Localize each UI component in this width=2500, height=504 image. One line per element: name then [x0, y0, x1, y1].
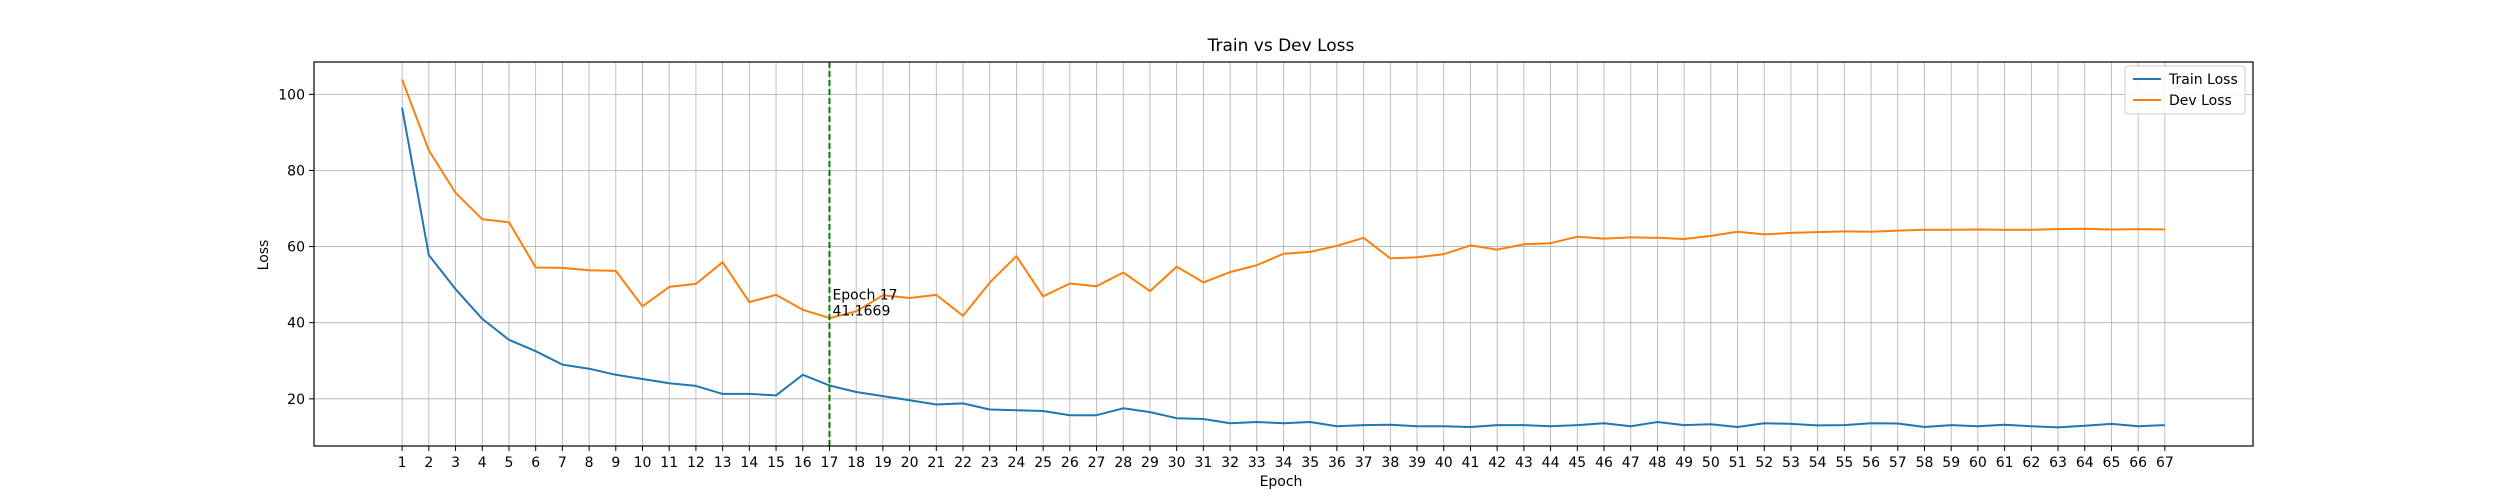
y-tick-label: 20: [287, 392, 305, 408]
train-loss-line: [401, 107, 2165, 429]
x-tick-label: 29: [1141, 455, 1159, 471]
x-tick-label: 60: [1969, 455, 1987, 471]
series-layer: [401, 79, 2165, 429]
x-tick-label: 12: [687, 455, 705, 471]
x-tick-label: 47: [1622, 455, 1640, 471]
x-tick-label: 17: [821, 455, 839, 471]
x-tick-label: 4: [478, 455, 487, 471]
chart-title: Train vs Dev Loss: [1207, 36, 1355, 56]
x-tick-label: 39: [1408, 455, 1426, 471]
x-tick-label: 9: [611, 455, 620, 471]
x-tick-label: 6: [531, 455, 540, 471]
x-tick-label: 25: [1034, 455, 1052, 471]
x-tick-label: 62: [2022, 455, 2040, 471]
x-tick-label: 31: [1194, 455, 1212, 471]
grid-layer: [314, 62, 2253, 446]
x-tick-label: 5: [505, 455, 514, 471]
x-tick-label: 14: [740, 455, 758, 471]
x-tick-label: 2: [424, 455, 433, 471]
x-tick-label: 37: [1355, 455, 1373, 471]
annotation-label-value: 41.1669: [832, 303, 890, 319]
x-tick-label: 67: [2156, 455, 2174, 471]
x-tick-label: 54: [1809, 455, 1827, 471]
x-tick-label: 13: [714, 455, 732, 471]
x-tick-label: 44: [1542, 455, 1560, 471]
x-tick-label: 65: [2103, 455, 2121, 471]
annotation-label-epoch: Epoch 17: [832, 287, 897, 303]
x-tick-label: 35: [1301, 455, 1319, 471]
y-axis-label: Loss: [256, 240, 272, 271]
x-tick-label: 33: [1248, 455, 1266, 471]
x-axis-label: Epoch: [1260, 474, 1303, 490]
x-tick-label: 43: [1515, 455, 1533, 471]
x-tick-label: 49: [1675, 455, 1693, 471]
x-tick-label: 42: [1488, 455, 1506, 471]
x-tick-label: 19: [874, 455, 892, 471]
legend-label-dev: Dev Loss: [2169, 93, 2232, 109]
x-tick-label: 46: [1595, 455, 1613, 471]
x-tick-label: 1: [398, 455, 407, 471]
x-tick-label: 21: [927, 455, 945, 471]
x-tick-label: 41: [1462, 455, 1480, 471]
x-tick-label: 40: [1435, 455, 1453, 471]
x-tick-label: 38: [1381, 455, 1399, 471]
x-tick-label: 45: [1568, 455, 1586, 471]
y-axis-ticks: 20 40 60 80 100: [278, 87, 314, 408]
x-tick-label: 8: [585, 455, 594, 471]
x-tick-label: 61: [1996, 455, 2014, 471]
x-tick-label: 63: [2049, 455, 2067, 471]
x-axis-ticks: 1 2 3 4 5 6 7 8 9 10 11 12 13 14 15 16 17 18 19 20 21 22 23 24 2…: [398, 446, 2174, 471]
x-tick-label: 26: [1061, 455, 1079, 471]
x-tick-label: 30: [1168, 455, 1186, 471]
x-tick-label: 66: [2129, 455, 2147, 471]
x-tick-label: 15: [767, 455, 785, 471]
x-tick-label: 55: [1835, 455, 1853, 471]
x-tick-label: 64: [2076, 455, 2094, 471]
legend: Train Loss Dev Loss: [2124, 65, 2246, 115]
x-tick-label: 23: [981, 455, 999, 471]
x-tick-label: 32: [1221, 455, 1239, 471]
x-tick-label: 52: [1755, 455, 1773, 471]
x-tick-label: 7: [558, 455, 567, 471]
dev-loss-line: [401, 79, 2165, 320]
x-tick-label: 53: [1782, 455, 1800, 471]
x-tick-label: 36: [1328, 455, 1346, 471]
x-tick-label: 11: [660, 455, 678, 471]
x-tick-label: 57: [1889, 455, 1907, 471]
x-tick-label: 20: [901, 455, 919, 471]
x-tick-label: 34: [1275, 455, 1293, 471]
x-tick-label: 22: [954, 455, 972, 471]
x-tick-label: 50: [1702, 455, 1720, 471]
x-tick-label: 51: [1729, 455, 1747, 471]
x-tick-label: 27: [1088, 455, 1106, 471]
x-tick-label: 18: [847, 455, 865, 471]
x-tick-label: 48: [1648, 455, 1666, 471]
x-tick-label: 16: [794, 455, 812, 471]
x-tick-label: 3: [451, 455, 460, 471]
x-tick-label: 10: [634, 455, 652, 471]
y-tick-label: 60: [287, 240, 305, 256]
x-tick-label: 58: [1916, 455, 1934, 471]
x-tick-label: 24: [1008, 455, 1026, 471]
y-tick-label: 100: [278, 87, 305, 103]
legend-label-train: Train Loss: [2168, 72, 2238, 88]
x-tick-label: 56: [1862, 455, 1880, 471]
x-tick-label: 28: [1114, 455, 1132, 471]
y-tick-label: 40: [287, 316, 305, 332]
x-tick-label: 59: [1942, 455, 1960, 471]
y-tick-label: 80: [287, 163, 305, 179]
